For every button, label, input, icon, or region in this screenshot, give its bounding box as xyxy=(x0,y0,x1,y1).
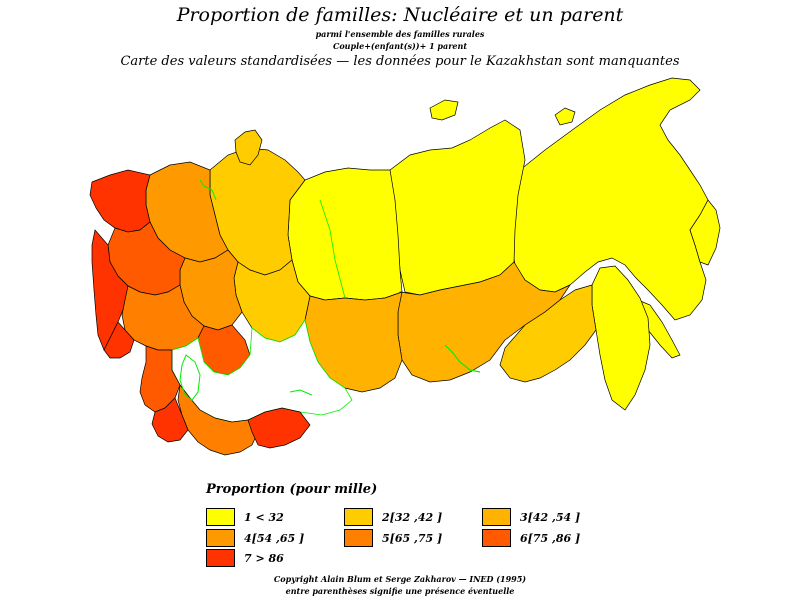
arctic-island-novosibirsk xyxy=(554,107,576,126)
map-subtitle-family-type: Couple+(enfant(s))+ 1 parent xyxy=(332,41,468,51)
map-title: Proportion de familles: Nucléaire et un … xyxy=(176,4,624,26)
legend-label-6: 6[75 ,86 ] xyxy=(520,532,581,545)
region-primorye xyxy=(591,265,651,411)
ob-river xyxy=(319,199,346,299)
region-central-siberia xyxy=(389,119,526,296)
region-kamchatka xyxy=(689,199,721,266)
legend-swatch-1 xyxy=(206,508,235,526)
lake-baikal xyxy=(444,344,481,373)
legend-label-2: 2[32 ,42 ] xyxy=(382,511,443,524)
legend-label-3: 3[42 ,54 ] xyxy=(520,511,581,524)
region-transcaucasus xyxy=(151,397,189,443)
arctic-island-novaya-zemlya xyxy=(234,129,263,166)
region-northwest xyxy=(89,169,151,233)
copyright-line: Copyright Alain Blum et Serge Zakharov —… xyxy=(273,574,527,584)
legend-label-1: 1 < 32 xyxy=(244,511,284,524)
region-central-asia-east xyxy=(247,407,311,449)
region-west-siberia xyxy=(287,167,403,301)
legend-label-4: 4[54 ,65 ] xyxy=(244,532,305,545)
ladoga-lake xyxy=(199,179,217,201)
region-moldova xyxy=(103,321,135,359)
lake-balkhash xyxy=(289,389,313,396)
legend-swatch-6 xyxy=(482,529,511,547)
legend-title: Proportion (pour mille) xyxy=(206,482,378,497)
legend-swatch-4 xyxy=(206,529,235,547)
map-subtitle-population: parmi l'ensemble des familles rurales xyxy=(315,29,485,39)
legend-label-7: 7 > 86 xyxy=(244,552,284,565)
footnote-line: entre parenthèses signifie une présence … xyxy=(285,586,515,596)
legend-swatch-3 xyxy=(482,508,511,526)
region-chita-amur xyxy=(499,284,597,383)
map-subtitle-note: Carte des valeurs standardisées — les do… xyxy=(120,54,680,69)
legend-swatch-5 xyxy=(344,529,373,547)
legend-swatch-2 xyxy=(344,508,373,526)
legend-label-5: 5[65 ,75 ] xyxy=(382,532,443,545)
caspian-sea-outline xyxy=(179,354,201,401)
legend-swatch-7 xyxy=(206,549,235,567)
arctic-island-severnaya xyxy=(429,99,459,121)
